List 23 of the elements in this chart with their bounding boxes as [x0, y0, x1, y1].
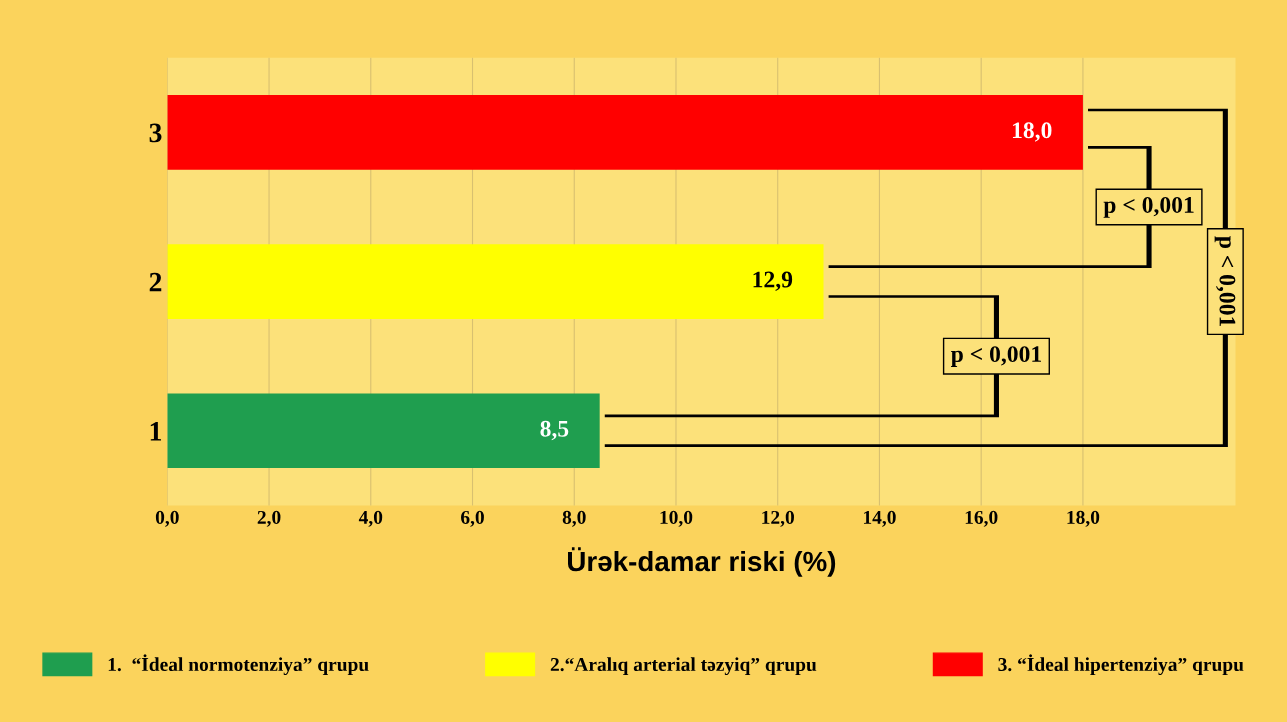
data-label: 8,5: [540, 420, 569, 441]
data-label: 18,0: [1012, 122, 1052, 142]
x-tick-label: 12,0: [762, 510, 794, 527]
legend-label: 1. “İdeal normotenziya” qrupu: [108, 654, 369, 676]
x-tick-label: 8,0: [562, 510, 586, 527]
legend-label: 3. “İdeal hipertenziya” qrupu: [998, 654, 1244, 676]
y-tick-label: 2: [149, 272, 162, 292]
annotation: p < 0,001: [1103, 196, 1194, 218]
y-tick-label: 3: [149, 123, 162, 143]
x-tick-label: 6,0: [461, 510, 484, 527]
x-axis-title: Ürək-damar riski (%): [568, 547, 836, 577]
annotation: p < 0,001: [1214, 236, 1236, 327]
annotation: p < 0,001: [950, 346, 1041, 367]
x-tick-label: 4,0: [358, 510, 383, 527]
x-tick-label: 18,0: [1067, 510, 1100, 527]
y-tick-label: 1: [150, 422, 162, 441]
x-tick-label: 0,0: [155, 510, 179, 527]
data-label: 12,9: [753, 271, 793, 291]
x-tick-label: 10,0: [660, 510, 693, 527]
legend-label: 2.“Aralıq arterial təzyiq” qrupu: [550, 657, 817, 676]
x-tick-label: 2,0: [257, 510, 281, 527]
x-tick-label: 16,0: [965, 510, 998, 527]
x-tick-label: 14,0: [863, 510, 896, 527]
